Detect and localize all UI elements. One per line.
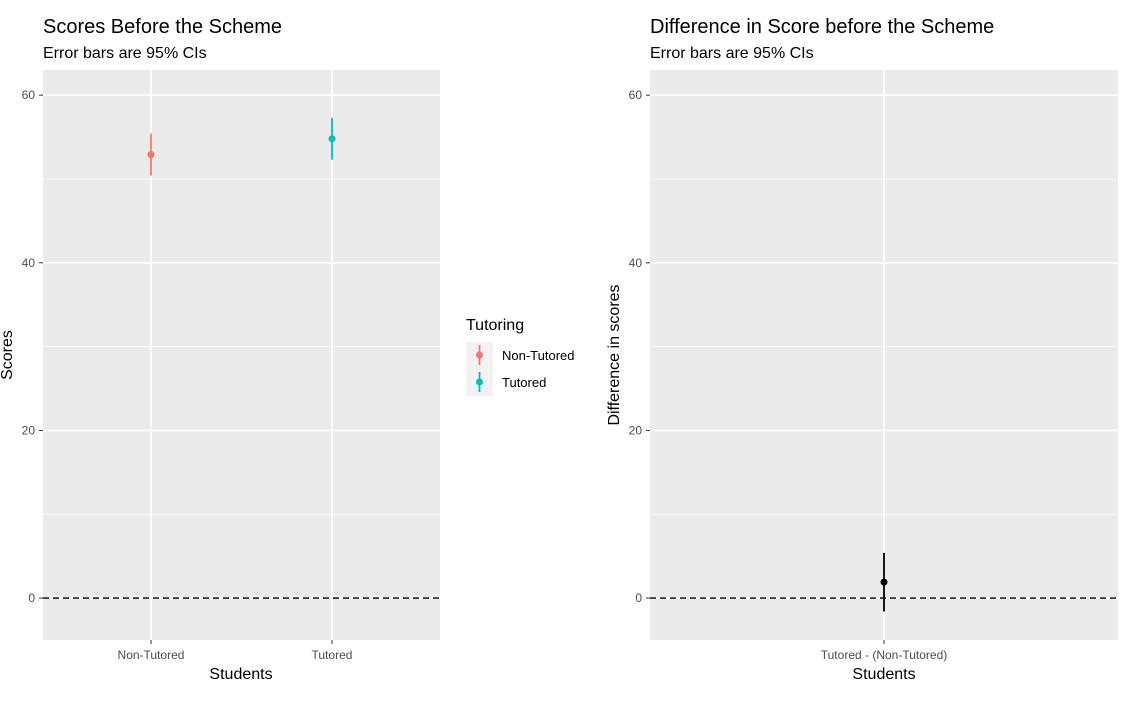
right-y-axis: 0 20 40 60 bbox=[629, 88, 650, 605]
right-data-marks bbox=[880, 552, 888, 612]
left-chart-title: Scores Before the Scheme bbox=[43, 16, 282, 38]
right-x-axis-label: Students bbox=[852, 666, 915, 683]
left-chart-subtitle: Error bars are 95% CIs bbox=[43, 45, 207, 62]
left-y-axis-label: Scores bbox=[0, 330, 16, 380]
right-panel: Difference in Score before the Scheme Er… bbox=[606, 16, 1118, 683]
data-point bbox=[147, 151, 155, 159]
y-tick-label: 40 bbox=[22, 256, 36, 270]
legend: Tutoring Non-Tutored Tutored bbox=[466, 317, 575, 396]
y-tick-label: 60 bbox=[22, 88, 36, 102]
legend-key-point bbox=[476, 378, 483, 386]
y-tick-label: 0 bbox=[28, 591, 35, 605]
legend-items: Non-Tutored Tutored bbox=[466, 342, 575, 396]
y-tick-label: 20 bbox=[629, 423, 643, 437]
legend-entry-label: Tutored bbox=[502, 375, 546, 390]
left-x-axis: Non-Tutored Tutored bbox=[118, 640, 353, 662]
legend-entry-label: Non-Tutored bbox=[502, 348, 575, 363]
y-tick-label: 20 bbox=[22, 423, 36, 437]
legend-title: Tutoring bbox=[466, 317, 524, 334]
right-chart-subtitle: Error bars are 95% CIs bbox=[650, 45, 814, 62]
y-tick-label: 60 bbox=[629, 88, 643, 102]
y-tick-label: 40 bbox=[629, 256, 643, 270]
right-chart-title: Difference in Score before the Scheme bbox=[650, 16, 994, 38]
x-tick-label: Tutored bbox=[312, 648, 353, 662]
left-y-axis: 0 20 40 60 bbox=[22, 88, 43, 605]
y-tick-label: 0 bbox=[635, 591, 642, 605]
right-x-axis: Tutored - (Non-Tutored) bbox=[821, 640, 948, 662]
left-gridlines bbox=[43, 70, 440, 640]
right-gridlines bbox=[650, 70, 1118, 640]
x-tick-label: Non-Tutored bbox=[118, 648, 185, 662]
right-y-axis-label: Difference in scores bbox=[606, 284, 623, 425]
data-point bbox=[880, 578, 888, 586]
x-tick-label: Tutored - (Non-Tutored) bbox=[821, 648, 948, 662]
left-plot-panel bbox=[43, 70, 440, 640]
left-data-marks bbox=[147, 117, 336, 176]
left-x-axis-label: Students bbox=[209, 666, 272, 683]
left-panel: Scores Before the Scheme Error bars are … bbox=[0, 16, 440, 683]
data-point bbox=[328, 135, 336, 143]
legend-key-point bbox=[476, 351, 483, 359]
